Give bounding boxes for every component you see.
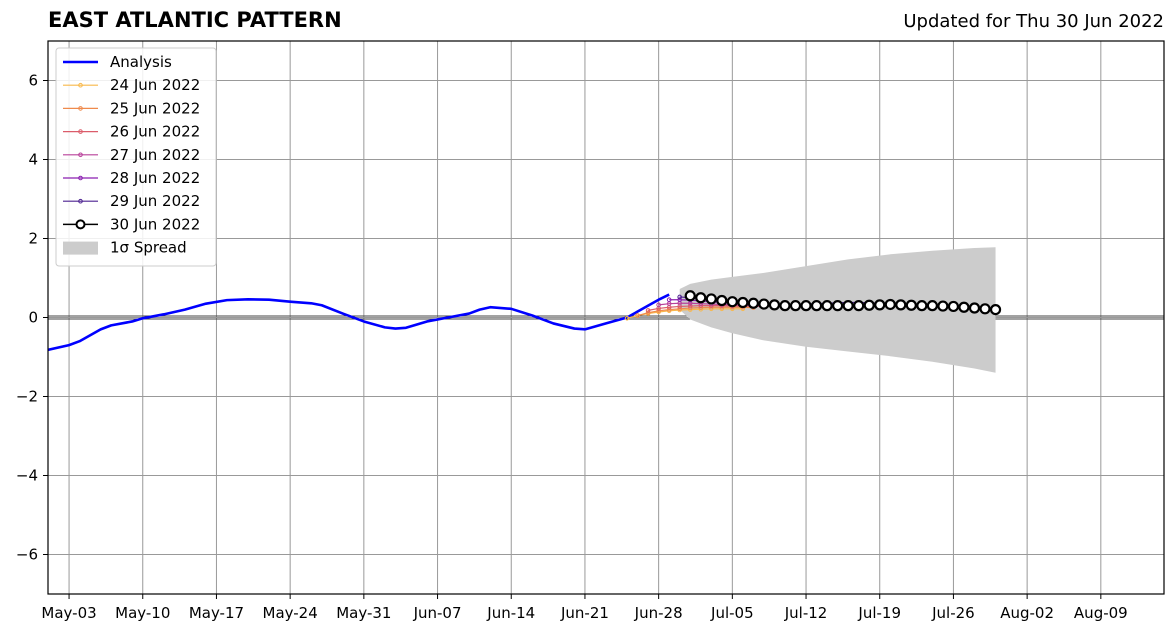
x-tick-label: Jul-12 — [784, 604, 828, 622]
forecast-point — [677, 294, 682, 300]
forecast-point — [863, 299, 875, 311]
forecast-point — [666, 297, 672, 303]
axes: May-03 May-10 May-17 May-24 May-31 Jun-07 Jun-… — [16, 40, 1165, 622]
grid — [48, 41, 1164, 594]
forecast-point — [853, 300, 865, 312]
forecast-point — [821, 300, 833, 312]
forecast-point — [624, 315, 630, 321]
x-tick-label: May-24 — [263, 604, 318, 622]
forecast-point — [989, 304, 1002, 316]
forecast-point — [635, 313, 640, 318]
forecast-point — [716, 294, 728, 307]
forecast-point — [695, 292, 707, 304]
legend-entry-label: 26 Jun 2022 — [110, 123, 200, 141]
chart-title: EAST ATLANTIC PATTERN — [48, 8, 342, 32]
y-tick-label: −4 — [16, 467, 38, 485]
legend-entry-label: 24 Jun 2022 — [110, 76, 200, 94]
forecast-point — [874, 299, 886, 311]
legend-entry-label: 29 Jun 2022 — [110, 192, 200, 210]
forecast-point — [884, 298, 896, 311]
x-tick-label: Aug-02 — [1000, 604, 1054, 622]
forecast-point — [645, 310, 651, 316]
x-tick-label: Jul-05 — [710, 604, 754, 622]
forecast-point — [800, 300, 812, 312]
forecast-point — [842, 300, 854, 312]
x-tick-label: May-31 — [336, 604, 391, 622]
forecast-point — [958, 301, 970, 313]
analysis-line — [48, 293, 670, 352]
x-tick-label: Aug-09 — [1074, 604, 1128, 622]
forecast-point — [677, 297, 682, 303]
legend: Analysis 24 Jun 2022 25 Jun 2022 26 Jun 202… — [55, 47, 217, 267]
y-tick-label: −2 — [16, 388, 38, 406]
forecast-point — [968, 302, 981, 314]
forecast-point — [705, 293, 717, 305]
forecast-point — [789, 300, 802, 312]
chart-subtitle: Updated for Thu 30 Jun 2022 — [903, 11, 1164, 32]
y-tick-label: 2 — [28, 230, 38, 248]
forecast-point — [768, 299, 781, 311]
legend-entry-label: 25 Jun 2022 — [110, 99, 200, 117]
forecast-point — [779, 300, 791, 312]
legend-spread-swatch — [63, 241, 98, 255]
x-tick-label: May-17 — [189, 604, 244, 622]
forecast-point — [684, 290, 696, 302]
forecast-point — [937, 300, 949, 312]
legend-forecast-marker — [78, 82, 83, 88]
y-tick-label: 6 — [28, 72, 38, 90]
forecast-point — [747, 297, 759, 309]
forecast-point — [947, 300, 960, 313]
legend-forecast-marker — [78, 175, 83, 181]
x-tick-label: Jul-19 — [857, 604, 901, 622]
forecast-point — [758, 298, 770, 310]
x-tick-label: May-10 — [115, 604, 170, 622]
legend-entry-label: Analysis — [110, 53, 172, 71]
forecast-point — [916, 300, 928, 312]
forecast-point — [737, 296, 749, 309]
data-layer — [48, 247, 1002, 373]
legend-forecast-marker — [78, 152, 83, 158]
forecast-point — [905, 299, 917, 311]
legend-box — [55, 47, 217, 267]
legend-entry-label: 28 Jun 2022 — [110, 169, 200, 187]
x-tick-label: May-03 — [41, 604, 96, 622]
legend-forecast-marker — [78, 198, 83, 204]
legend-forecast-marker — [75, 219, 86, 230]
x-tick-label: Jun-21 — [560, 604, 609, 622]
forecast-point — [895, 299, 907, 311]
plot-frame — [47, 40, 1165, 595]
x-tick-label: Jun-28 — [634, 604, 683, 622]
forecast-point — [832, 300, 844, 312]
x-tick-label: Jul-26 — [931, 604, 975, 622]
legend-entry-label: 1σ Spread — [110, 239, 187, 257]
y-tick-label: 0 — [28, 309, 38, 327]
y-tick-label: −6 — [16, 546, 38, 564]
forecast-point — [687, 303, 693, 309]
forecast-point — [645, 308, 651, 313]
legend-entry-label: 27 Jun 2022 — [110, 146, 200, 164]
forecast-point — [810, 300, 823, 312]
legend-forecast-marker — [78, 129, 83, 134]
forecast-point — [726, 296, 738, 308]
x-tick-label: Jun-07 — [413, 604, 462, 622]
x-tick-label: Jun-14 — [486, 604, 535, 622]
forecast-point — [979, 303, 991, 315]
legend-forecast-marker — [78, 106, 83, 111]
forecast-point — [656, 302, 661, 308]
forecast-point — [926, 300, 938, 312]
y-tick-label: 4 — [28, 151, 38, 169]
legend-entry-label: 30 Jun 2022 — [110, 215, 200, 233]
